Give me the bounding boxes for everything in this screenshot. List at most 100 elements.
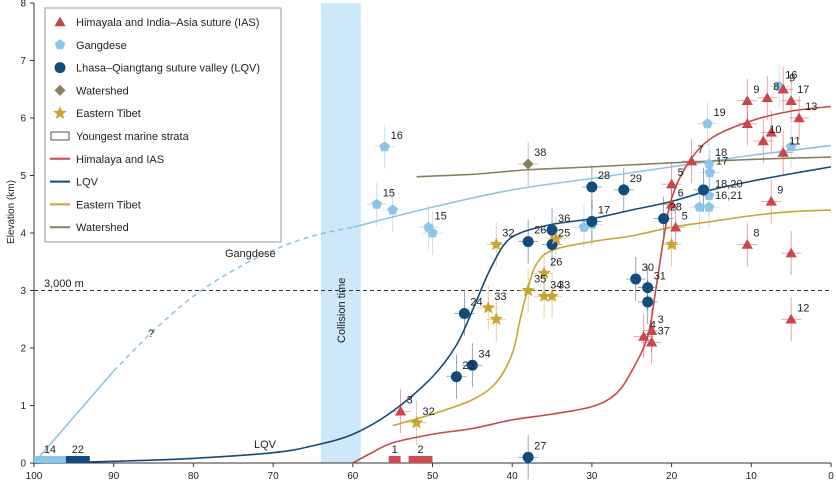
- point-label: 28: [598, 170, 610, 182]
- legend-label: Himalaya and IAS: [76, 154, 164, 166]
- legend-label: Lhasa–Qiangtang suture valley (LQV): [76, 63, 260, 75]
- point-label: 37: [658, 325, 670, 337]
- legend-circle-swatch: [54, 62, 66, 74]
- legend-label: Himayala and India–Asia suture (IAS): [76, 17, 259, 29]
- himalaya-and-ias-point: [666, 198, 678, 209]
- point-label: 18,20: [715, 179, 743, 191]
- point-label: 32: [423, 406, 435, 418]
- himalaya-and-ias-point: [777, 83, 789, 94]
- legend-label: Watershed: [76, 85, 129, 97]
- collision-time-label: Collision time: [336, 278, 348, 343]
- legend-label: Eastern Tibet: [76, 108, 141, 120]
- gangdese-point: [371, 198, 382, 209]
- himalaya-and-ias-point: [670, 221, 682, 232]
- point-label: 8: [773, 81, 779, 93]
- lqv-point: [450, 371, 462, 383]
- legend-label: Eastern Tibet: [76, 199, 141, 211]
- lqv-point: [658, 213, 670, 225]
- point-label: 13: [805, 101, 817, 113]
- curve-watershed: [416, 156, 832, 178]
- point-label: 26: [550, 256, 562, 268]
- x-tick-label: 90: [108, 471, 120, 482]
- x-tick-label: 40: [507, 471, 519, 482]
- gangdese-point: [703, 158, 715, 169]
- eastern-tibet-point: [549, 231, 563, 245]
- eastern-tibet-point: [537, 289, 551, 302]
- legend-box: [44, 7, 282, 243]
- reference-line-label: 3,000 m: [44, 278, 84, 290]
- marine-strata-bar: [388, 456, 401, 463]
- legend-star-swatch: [53, 106, 67, 119]
- gangdese-point: [704, 167, 716, 178]
- marine-strata-label: 22: [72, 444, 84, 456]
- gangdese-point: [578, 221, 590, 232]
- point-label: 16: [785, 69, 797, 81]
- lqv-point: [697, 184, 709, 196]
- point-label: 9: [753, 84, 759, 96]
- point-label: 26: [534, 225, 546, 237]
- y-tick-label: 0: [20, 459, 26, 470]
- himalaya-and-ias-point: [765, 195, 777, 206]
- point-label: 36: [558, 213, 570, 225]
- himalaya-and-ias-point: [638, 331, 650, 341]
- curve-lqv: [33, 166, 832, 464]
- y-tick-label: 6: [20, 114, 26, 125]
- legend: Himayala and India–Asia suture (IAS) Gang…: [44, 7, 282, 243]
- lqv-point: [522, 451, 534, 463]
- himalaya-and-ias-point: [685, 155, 698, 166]
- point-label: 19: [713, 107, 725, 119]
- himalaya-and-ias-point: [785, 247, 797, 258]
- lqv-point: [546, 224, 558, 236]
- y-tick-label: 3: [20, 286, 26, 297]
- gangdese-point: [694, 201, 705, 212]
- eastern-tibet-point: [409, 415, 424, 429]
- point-label: 16,21: [715, 190, 743, 202]
- curve-eastern-tibet: [392, 209, 832, 427]
- eastern-tibet-point: [489, 312, 503, 325]
- x-tick-label: 80: [188, 471, 200, 482]
- point-label: 9: [789, 72, 795, 84]
- lqv-point: [618, 184, 630, 196]
- marine-strata-bar: [408, 456, 433, 463]
- watershed-point: [522, 158, 534, 170]
- point-label: 10: [769, 124, 781, 136]
- curve-himalaya-and-ias: [352, 105, 832, 464]
- point-label: 25: [558, 228, 570, 240]
- point-label: 18: [715, 147, 727, 159]
- legend-rect-swatch: [50, 131, 70, 141]
- y-tick-label: 8: [20, 0, 26, 10]
- himalaya-and-ias-point: [785, 95, 797, 105]
- himalaya-and-ias-point: [793, 112, 805, 123]
- point-label: 12: [797, 302, 809, 314]
- point-label: 33: [558, 279, 570, 291]
- y-tick-label: 2: [20, 344, 26, 355]
- x-tick-label: 0: [828, 471, 834, 482]
- point-label: 6: [678, 187, 684, 199]
- himalaya-and-ias-point: [761, 92, 773, 103]
- x-tick-label: 30: [586, 471, 598, 482]
- y-tick-label: 4: [20, 229, 26, 240]
- himalaya-and-ias-point: [741, 239, 753, 249]
- point-label: 23: [462, 360, 474, 372]
- legend-label: Watershed: [76, 222, 129, 234]
- gangdese-point: [702, 118, 713, 129]
- eastern-tibet-point: [664, 237, 679, 251]
- point-label: 38: [534, 147, 546, 159]
- lqv-curve-label: LQV: [254, 439, 277, 451]
- marine-strata-label: 2: [417, 444, 423, 456]
- gangdese-curve-label: Gangdese: [225, 248, 276, 260]
- legend-diamond-swatch: [54, 84, 66, 96]
- eastern-tibet-point: [537, 266, 551, 279]
- lqv-point: [466, 359, 478, 371]
- x-tick-label: 70: [268, 471, 280, 482]
- point-label: 30: [642, 262, 654, 274]
- point-label: 34: [550, 279, 562, 291]
- legend-label: LQV: [76, 177, 99, 189]
- legend-pentagon-swatch: [54, 39, 66, 50]
- point-label: 4: [650, 320, 656, 332]
- y-tick-label: 5: [20, 171, 26, 182]
- y-tick-label: 7: [20, 56, 26, 67]
- x-tick-label: 20: [666, 471, 678, 482]
- gangdese-point: [703, 201, 715, 212]
